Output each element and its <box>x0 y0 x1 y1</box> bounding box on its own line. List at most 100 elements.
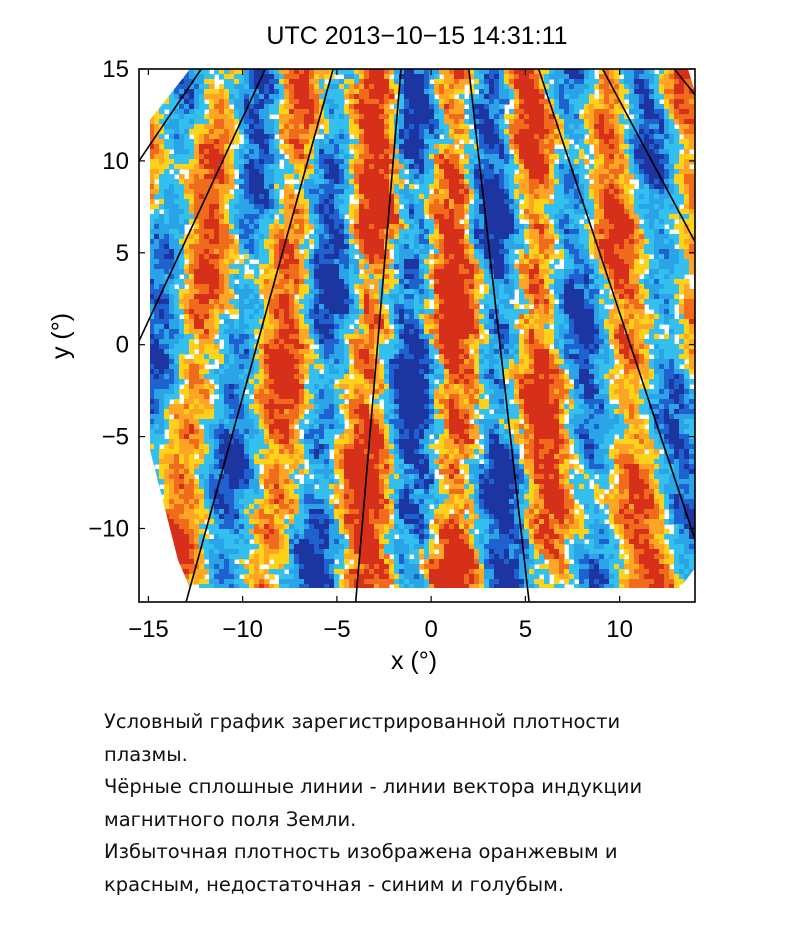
heatmap-cell <box>359 249 365 255</box>
heatmap-cell <box>474 124 480 130</box>
heatmap-cell <box>544 174 550 180</box>
heatmap-cell <box>604 129 610 135</box>
heatmap-cell <box>294 184 300 190</box>
heatmap-cell <box>139 204 145 210</box>
heatmap-cell <box>674 94 680 100</box>
heatmap-cell <box>529 74 535 80</box>
heatmap-cell <box>674 179 680 185</box>
heatmap-cell <box>199 179 205 185</box>
heatmap-cell <box>409 214 415 220</box>
heatmap-cell <box>344 279 350 285</box>
heatmap-cell <box>499 264 505 270</box>
heatmap-cell <box>629 279 635 285</box>
heatmap-cell <box>494 134 500 140</box>
heatmap-cell <box>574 249 580 255</box>
heatmap-cell <box>274 144 280 150</box>
heatmap-cell <box>394 74 400 80</box>
heatmap-cell <box>304 94 310 100</box>
heatmap-cell <box>459 189 465 195</box>
heatmap-cell <box>509 199 515 205</box>
heatmap-cell <box>404 204 410 210</box>
heatmap-cell <box>309 129 315 135</box>
heatmap-cell <box>144 294 150 300</box>
heatmap-cell <box>554 279 560 285</box>
heatmap-cell <box>549 294 555 300</box>
heatmap-cell <box>454 199 460 205</box>
heatmap-cell <box>489 204 495 210</box>
heatmap-cell <box>429 239 435 245</box>
heatmap-cell <box>204 104 210 110</box>
heatmap-cell <box>649 74 655 80</box>
heatmap-cell <box>384 169 390 175</box>
heatmap-cell <box>504 89 510 95</box>
heatmap-cell <box>404 274 410 280</box>
heatmap-cell <box>324 254 330 260</box>
heatmap-cell <box>169 289 175 295</box>
heatmap-cell <box>449 254 455 260</box>
heatmap-cell <box>684 209 690 215</box>
heatmap-cell <box>439 204 445 210</box>
heatmap-cell <box>534 89 540 95</box>
heatmap-cell <box>319 219 325 225</box>
heatmap-cell <box>189 294 195 300</box>
heatmap-cell <box>514 89 520 95</box>
heatmap-cell <box>599 159 605 165</box>
heatmap-cell <box>649 234 655 240</box>
heatmap-cell <box>439 79 445 85</box>
heatmap-cell <box>329 139 335 145</box>
heatmap-cell <box>309 209 315 215</box>
heatmap-cell <box>249 74 255 80</box>
heatmap-cell <box>404 229 410 235</box>
heatmap-cell <box>654 204 660 210</box>
heatmap-cell <box>389 264 395 270</box>
heatmap-cell <box>424 154 430 160</box>
heatmap-cell <box>629 174 635 180</box>
heatmap-cell <box>254 179 260 185</box>
heatmap-cell <box>244 254 250 260</box>
heatmap-cell <box>304 249 310 255</box>
heatmap-cell <box>399 264 405 270</box>
heatmap-cell <box>429 99 435 105</box>
heatmap-cell <box>399 209 405 215</box>
heatmap-cell <box>284 279 290 285</box>
heatmap-cell <box>199 169 205 175</box>
heatmap-cell <box>434 84 440 90</box>
heatmap-cell <box>594 154 600 160</box>
heatmap-cell <box>599 214 605 220</box>
heatmap-cell <box>139 244 145 250</box>
heatmap-cell <box>439 244 445 250</box>
heatmap-cell <box>369 254 375 260</box>
heatmap-cell <box>594 124 600 130</box>
heatmap-cell <box>479 279 485 285</box>
heatmap-cell <box>589 214 595 220</box>
heatmap-cell <box>364 194 370 200</box>
heatmap-cell <box>394 89 400 95</box>
heatmap-cell <box>579 209 585 215</box>
heatmap-cell <box>499 139 505 145</box>
heatmap-cell <box>274 84 280 90</box>
heatmap-cell <box>204 274 210 280</box>
heatmap-cell <box>384 249 390 255</box>
heatmap-cell <box>649 239 655 245</box>
heatmap-cell <box>604 154 610 160</box>
heatmap-cell <box>654 119 660 125</box>
heatmap-cell <box>564 239 570 245</box>
heatmap-cell <box>389 114 395 120</box>
heatmap-cell <box>504 69 510 75</box>
heatmap-cell <box>359 224 365 230</box>
heatmap-cell <box>229 219 235 225</box>
heatmap-cell <box>244 204 250 210</box>
heatmap-cell <box>199 139 205 145</box>
heatmap-cell <box>569 79 575 85</box>
heatmap-cell <box>594 259 600 265</box>
heatmap-cell <box>399 254 405 260</box>
heatmap-cell <box>639 164 645 170</box>
heatmap-cell <box>209 264 215 270</box>
heatmap-cell <box>429 284 435 290</box>
heatmap-cell <box>139 169 145 175</box>
heatmap-cell <box>594 249 600 255</box>
heatmap-cell <box>659 209 665 215</box>
heatmap-cell <box>594 184 600 190</box>
heatmap-cell <box>374 69 380 75</box>
heatmap-cell <box>534 274 540 280</box>
